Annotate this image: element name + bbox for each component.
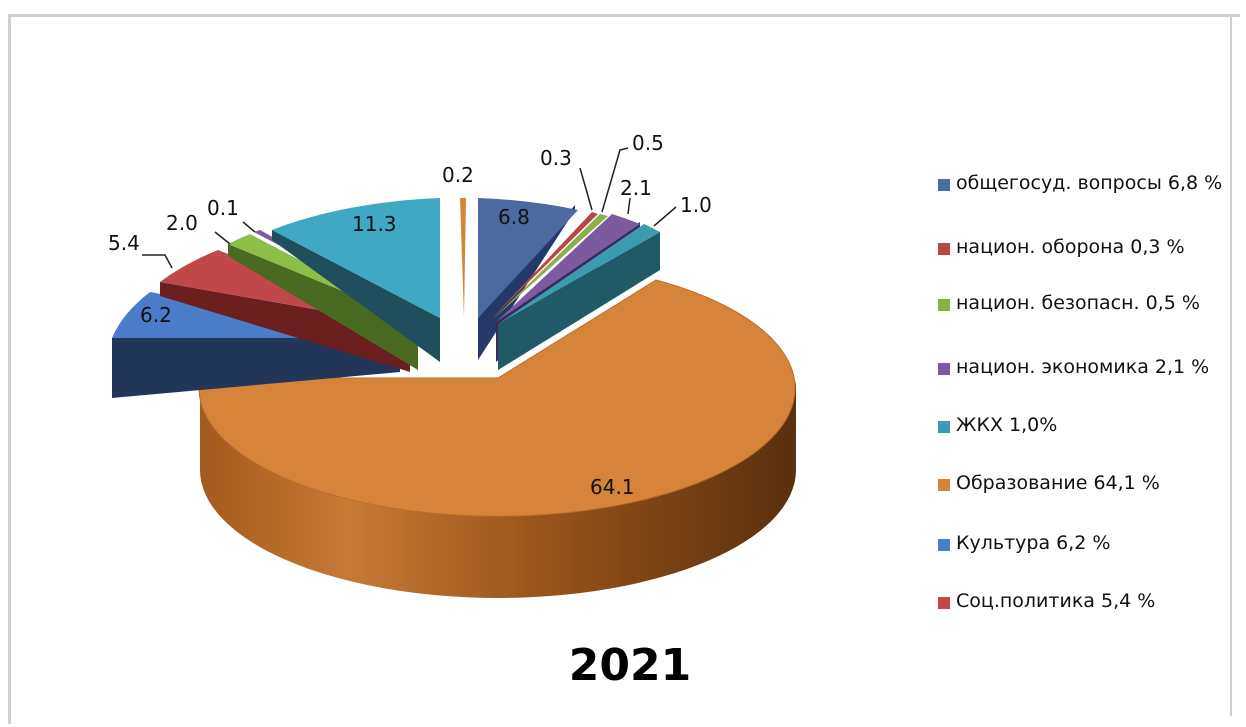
legend-swatch [938, 597, 950, 609]
leader-lines [142, 147, 677, 269]
legend-label: Культура 6,2 % [956, 532, 1111, 554]
legend-swatch [938, 363, 950, 375]
label-11-3: 11.3 [352, 212, 397, 236]
slice-2-1-top [496, 214, 640, 322]
label-0-5: 0.5 [632, 131, 664, 155]
label-1-0: 1.0 [680, 193, 712, 217]
slice-6-8-top [478, 198, 578, 318]
legend-swatch [938, 179, 950, 191]
leader-0-5 [601, 147, 629, 213]
leader-0-1 [242, 221, 256, 233]
label-6-2: 6.2 [140, 303, 172, 327]
leader-0-3 [579, 167, 593, 211]
legend-swatch [938, 479, 950, 491]
slice-11-3-top [272, 198, 440, 318]
chart-frame [8, 14, 1240, 724]
label-64-1: 64.1 [590, 475, 635, 499]
legend-label: Соц.политика 5,4 % [956, 590, 1156, 612]
legend-label: ЖКХ 1,0% [956, 414, 1058, 436]
legend-label: национ. экономика 2,1 % [956, 356, 1210, 378]
leader-2-1 [627, 197, 631, 215]
legend-label: общегосуд. вопросы 6,8 % [956, 172, 1223, 194]
label-0-3: 0.3 [540, 146, 572, 170]
legend-label: национ. оборона 0,3 % [956, 236, 1185, 258]
leader-1-0 [653, 206, 677, 227]
slice-obrazovanie-side [200, 378, 796, 598]
slice-2-0-side [228, 244, 418, 370]
slice-obrazovanie-top [198, 279, 796, 517]
label-5-4: 5.4 [108, 231, 140, 255]
label-2-1: 2.1 [620, 176, 652, 200]
chart-title: 2021 [568, 640, 692, 691]
slice-0-5-top [492, 214, 608, 320]
legend-label: национ. безопасн. 0,5 % [956, 292, 1200, 314]
leader-2-0 [214, 231, 231, 245]
label-2-0: 2.0 [166, 211, 198, 235]
label-6-8: 6.8 [498, 205, 530, 229]
legend-label: Образование 64,1 % [956, 472, 1160, 494]
slice-labels: 6.8 0.3 0.5 2.1 1.0 64.1 6.2 5.4 2.0 0.1… [108, 131, 712, 499]
slice-socpolitika-side [160, 282, 410, 372]
slice-kultura-side [112, 338, 400, 398]
slice-1-0-top [498, 224, 660, 324]
legend-swatch [938, 299, 950, 311]
slice-0-3-top [490, 212, 598, 320]
slice-11-3-side [272, 230, 440, 362]
slice-0-2-top [460, 198, 466, 318]
label-0-2: 0.2 [442, 163, 474, 187]
leader-5-4 [142, 254, 173, 269]
legend-swatch [938, 243, 950, 255]
legend-swatch [938, 539, 950, 551]
label-0-1: 0.1 [207, 196, 239, 220]
legend-swatch [938, 421, 950, 433]
frame-edge [1230, 16, 1232, 716]
slice-1-0-side [498, 232, 660, 370]
